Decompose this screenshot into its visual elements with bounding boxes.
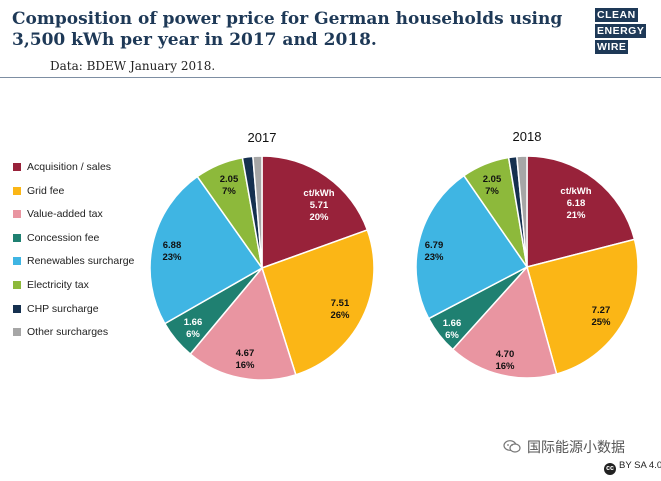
legend-swatch bbox=[13, 281, 21, 289]
legend-item: Grid fee bbox=[13, 184, 64, 198]
brand-text: 国际能源小数据 bbox=[527, 439, 625, 455]
legend-item: Concession fee bbox=[13, 231, 99, 245]
slice-percent-label: 21% bbox=[566, 210, 586, 221]
footer-brand: 国际能源小数据 bbox=[503, 437, 625, 457]
logo-line-3: WIRE bbox=[595, 40, 629, 54]
pie-slice bbox=[526, 238, 639, 375]
slice-value-label: 7.27 bbox=[592, 305, 611, 316]
pie-slice bbox=[261, 229, 375, 376]
legend-swatch bbox=[13, 257, 21, 266]
slice-percent-label: 6% bbox=[186, 329, 200, 340]
legend-item: Other surcharges bbox=[13, 325, 108, 339]
header-divider bbox=[0, 77, 661, 78]
slice-value-label: 2.05 bbox=[483, 174, 502, 185]
pie-title: 2017 bbox=[248, 130, 277, 145]
chart-title: Composition of power price for German ho… bbox=[12, 9, 563, 50]
unit-label: ct/kWh bbox=[303, 188, 334, 199]
license-text: BY SA 4.0 bbox=[619, 460, 661, 471]
legend-label: Grid fee bbox=[27, 184, 65, 197]
clean-energy-wire-logo: CLEAN ENERGY WIRE bbox=[595, 8, 647, 68]
pie-slice bbox=[189, 266, 297, 381]
legend-item: Acquisition / sales bbox=[13, 160, 111, 174]
slice-percent-label: 23% bbox=[424, 252, 444, 263]
legend-swatch bbox=[13, 163, 21, 171]
legend-label: Renewables surcharge bbox=[27, 255, 135, 268]
slice-percent-label: 26% bbox=[330, 310, 350, 321]
license: cc BY SA 4.0 bbox=[604, 460, 661, 475]
slice-value-label: 6.88 bbox=[163, 240, 182, 251]
slice-percent-label: 7% bbox=[485, 186, 499, 197]
legend-label: Electricity tax bbox=[27, 279, 89, 291]
slice-value-label: 6.18 bbox=[567, 198, 586, 209]
slice-percent-label: 25% bbox=[591, 317, 611, 328]
unit-label: ct/kWh bbox=[560, 186, 591, 197]
pie-slice bbox=[252, 155, 263, 269]
pie-slice bbox=[415, 174, 529, 320]
slice-value-label: 1.66 bbox=[184, 317, 203, 328]
slice-value-label: 2.05 bbox=[220, 174, 239, 185]
legend-swatch bbox=[13, 210, 21, 219]
slice-value-label: 5.71 bbox=[310, 200, 329, 211]
legend-label: Value-added tax bbox=[27, 208, 103, 221]
logo-line-1: CLEAN bbox=[595, 8, 638, 22]
pie-slice bbox=[516, 155, 528, 268]
slice-percent-label: 20% bbox=[309, 212, 329, 223]
slice-value-label: 1.66 bbox=[443, 318, 462, 329]
slice-percent-label: 7% bbox=[222, 186, 236, 197]
legend-item: Electricity tax bbox=[13, 278, 89, 292]
slice-percent-label: 16% bbox=[495, 361, 515, 372]
legend-swatch bbox=[13, 304, 21, 313]
cc-icon: cc bbox=[604, 463, 616, 475]
pie-slice bbox=[451, 265, 558, 379]
slice-value-label: 7.51 bbox=[331, 298, 350, 309]
slice-percent-label: 23% bbox=[162, 252, 182, 263]
pie-title: 2018 bbox=[513, 129, 542, 144]
legend-swatch bbox=[13, 233, 21, 242]
slice-value-label: 4.67 bbox=[236, 348, 255, 359]
legend-swatch bbox=[13, 186, 21, 195]
legend-item: CHP surcharge bbox=[13, 302, 99, 316]
slice-percent-label: 16% bbox=[235, 360, 255, 371]
legend-label: CHP surcharge bbox=[27, 302, 99, 315]
legend-item: Value-added tax bbox=[13, 207, 103, 221]
slice-value-label: 4.70 bbox=[496, 349, 515, 360]
legend-swatch bbox=[13, 328, 21, 337]
pie-slice bbox=[149, 175, 264, 325]
slice-percent-label: 6% bbox=[445, 330, 459, 341]
legend-item: Renewables surcharge bbox=[13, 254, 134, 268]
pie-slice bbox=[261, 155, 369, 270]
pie-slice bbox=[526, 155, 636, 268]
logo-line-2: ENERGY bbox=[595, 24, 647, 38]
slice-value-label: 6.79 bbox=[425, 240, 444, 251]
legend-label: Concession fee bbox=[27, 231, 100, 244]
legend-label: Other surcharges bbox=[27, 326, 109, 339]
header: Composition of power price for German ho… bbox=[0, 0, 661, 80]
legend-label: Acquisition / sales bbox=[27, 161, 112, 173]
wechat-icon bbox=[503, 440, 521, 453]
data-source: Data: BDEW January 2018. bbox=[50, 59, 216, 73]
